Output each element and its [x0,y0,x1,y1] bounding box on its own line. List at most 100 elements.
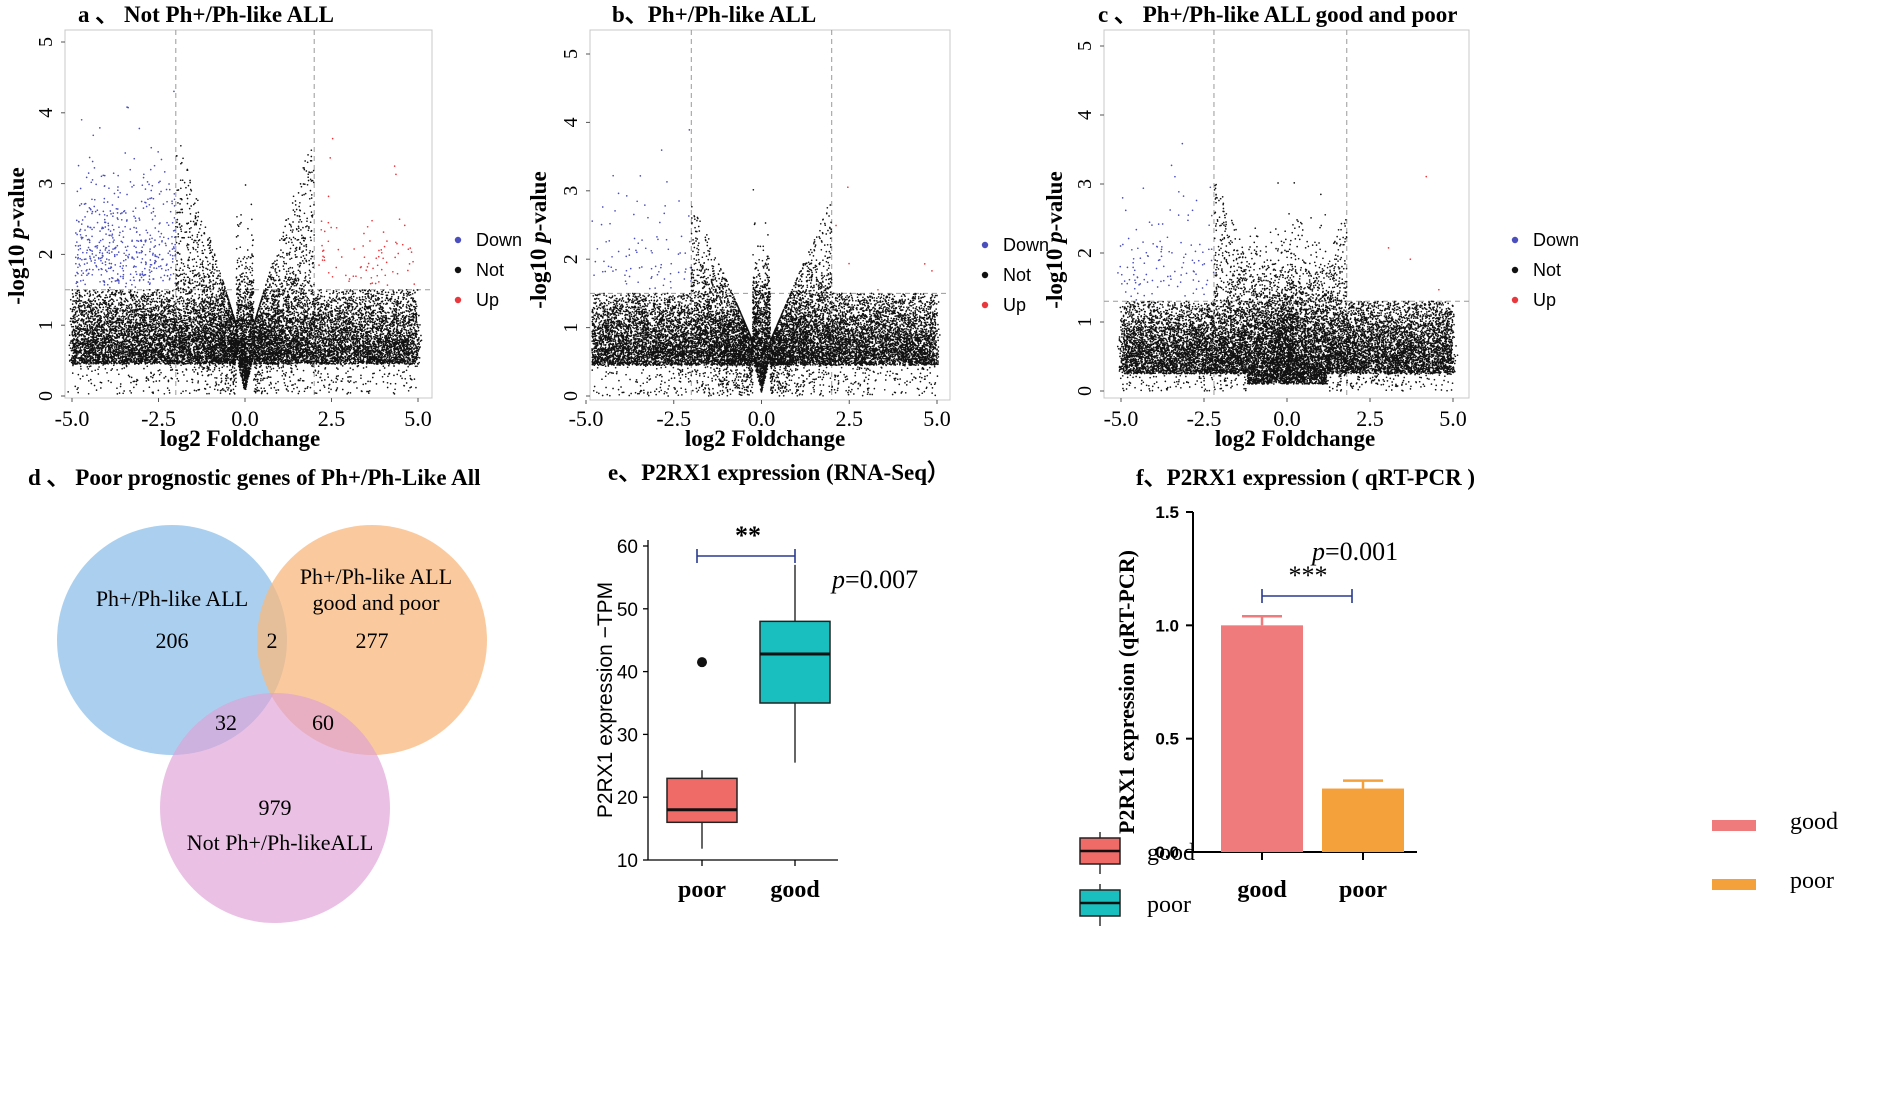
not-points-b [591,188,941,397]
ylabel-b: -log10 p-value [526,171,551,308]
up-points-a [318,137,416,286]
y-tick-label-f-3: 1.5 [1155,503,1179,522]
legend-c: Down Not Up [1511,230,1579,310]
boxes-e [666,549,831,849]
x-tick-label-c-1: -2.5 [1187,406,1222,431]
venn-count-ph-like-and-good-poor: 2 [267,628,278,653]
venn-count-ph-like-and-not: 32 [215,710,237,735]
x-ticks-e: poor good [678,860,820,903]
ylabel-c: -log10 p-value [1042,171,1067,308]
legend-label-b-down: Down [1003,235,1049,255]
down-points-b [591,129,692,290]
y-ticks-e: 10 20 30 40 50 60 [617,537,648,872]
pvalue-f: p=0.001 [1310,537,1398,566]
venn-circle-not-ph-like [160,693,390,923]
title-a: a 、 Not Ph+/Ph-like ALL [78,2,334,27]
x-ticks-b: -5.0 -2.5 0.0 2.5 5.0 [569,400,951,431]
legend-label-f-good: good [1790,809,1838,835]
barplot-panel-f: f、P2RX1 expression ( qRT-PCR ) 0.0 0.5 1.0… [1114,465,1838,903]
y-tick-label-b-4: 4 [560,117,582,127]
venn-count-good-poor-only: 277 [356,628,389,653]
title-e: e、P2RX1 expression (RNA-Seq） [608,459,950,485]
x-tick-label-c-0: -5.0 [1104,406,1139,431]
y-tick-label-e-0: 10 [617,851,638,872]
significance-e: ** [735,521,761,550]
x-tick-label-a-0: -5.0 [55,406,90,431]
bars-f [1221,589,1404,852]
pvalue-e: p=0.007 [830,565,918,594]
venn-label-good-poor-line2: good and poor [312,590,440,615]
title-f: f、P2RX1 expression ( qRT-PCR ) [1136,465,1475,490]
venn-panel-d: d 、 Poor prognostic genes of Ph+/Ph-Like… [28,465,487,923]
legend-label-a-up: Up [476,290,499,310]
y-tick-label-a-5: 5 [35,37,57,47]
x-tick-label-b-0: -5.0 [569,406,604,431]
x-tick-label-b-3: 2.5 [836,406,864,431]
legend-dot-b-not [981,271,989,279]
not-points-c [1116,182,1459,392]
legend-label-c-up: Up [1533,290,1556,310]
legend-dot-a-up [454,296,462,304]
legend-dot-b-up [981,301,989,309]
legend-f: good poor [1712,809,1838,894]
y-tick-label-b-1: 1 [560,323,582,333]
legend-label-a-down: Down [476,230,522,250]
legend-dot-c-down [1511,236,1519,244]
y-tick-label-e-5: 60 [617,537,638,558]
x-tick-label-a-2: 0.0 [231,406,259,431]
y-tick-label-c-1: 1 [1074,317,1096,327]
legend-dot-a-not [454,266,462,274]
legend-label-b-up: Up [1003,295,1026,315]
y-ticks-c: 0 1 2 3 4 5 [1074,41,1104,396]
y-tick-label-e-1: 20 [617,788,638,809]
x-tick-label-f-good: good [1237,877,1287,903]
y-ticks-b: 0 1 2 3 4 5 [560,49,590,401]
y-tick-label-a-4: 4 [35,108,57,118]
y-tick-label-a-0: 0 [35,391,57,401]
y-tick-label-f-1: 0.5 [1155,730,1179,749]
up-points-b [835,186,933,291]
plot-frame-a [64,29,433,399]
volcano-panel-c: c 、 Ph+/Ph-like ALL good and poor -5.0 -2… [1042,2,1579,451]
venn-count-good-poor-and-not: 60 [312,710,334,735]
volcano-panel-a: a 、 Not Ph+/Ph-like ALL -5.0 -2.5 0.0 2.5 5.… [4,2,522,451]
y-tick-label-e-4: 50 [617,600,638,621]
outlier-poor-0 [697,657,707,668]
xlabel-a: log2 Foldchange [160,426,320,451]
volcano-panel-b: b、Ph+/Ph-like ALL -5.0 -2.5 0.0 2.5 5.0 0 1 2 3… [526,2,1049,451]
x-tick-label-c-2: 0.0 [1273,406,1301,431]
x-tick-label-c-4: 5.0 [1439,406,1467,431]
x-tick-label-b-4: 5.0 [923,406,951,431]
box-poor [666,777,738,824]
legend-b: Down Not Up [981,235,1049,315]
y-tick-label-f-2: 1.0 [1155,616,1179,635]
venn-circle-good-poor [257,525,487,755]
xlabel-b: log2 Foldchange [685,426,845,451]
y-tick-label-c-5: 5 [1074,41,1096,51]
significance-f: *** [1289,561,1328,590]
x-tick-label-c-3: 2.5 [1356,406,1384,431]
x-tick-label-e-poor: poor [678,877,726,903]
ylabel-a: -log10 p-value [4,167,29,304]
legend-label-c-not: Not [1533,260,1561,280]
points-a [67,90,423,395]
x-tick-label-a-1: -2.5 [141,406,176,431]
up-points-c [1387,175,1440,291]
legend-label-c-down: Down [1533,230,1579,250]
y-tick-label-b-3: 3 [560,186,582,196]
y-tick-label-c-2: 2 [1074,248,1096,258]
ylabel-e: P2RX1 expression −TPM [594,582,617,818]
legend-dot-c-not [1511,266,1519,274]
down-points-c [1117,142,1215,301]
legend-dot-c-up [1511,296,1519,304]
venn-label-ph-like: Ph+/Ph-like ALL [96,586,248,611]
title-d: d 、 Poor prognostic genes of Ph+/Ph-Like… [28,465,480,490]
legend-swatch-f-poor [1712,879,1756,890]
venn-count-not-only: 979 [259,795,292,820]
venn-circle-ph-like [57,525,287,755]
legend-label-b-not: Not [1003,265,1031,285]
venn-label-not-ph-like: Not Ph+/Ph-likeALL [187,830,374,855]
points-c [1116,142,1459,392]
y-tick-label-b-5: 5 [560,49,582,59]
